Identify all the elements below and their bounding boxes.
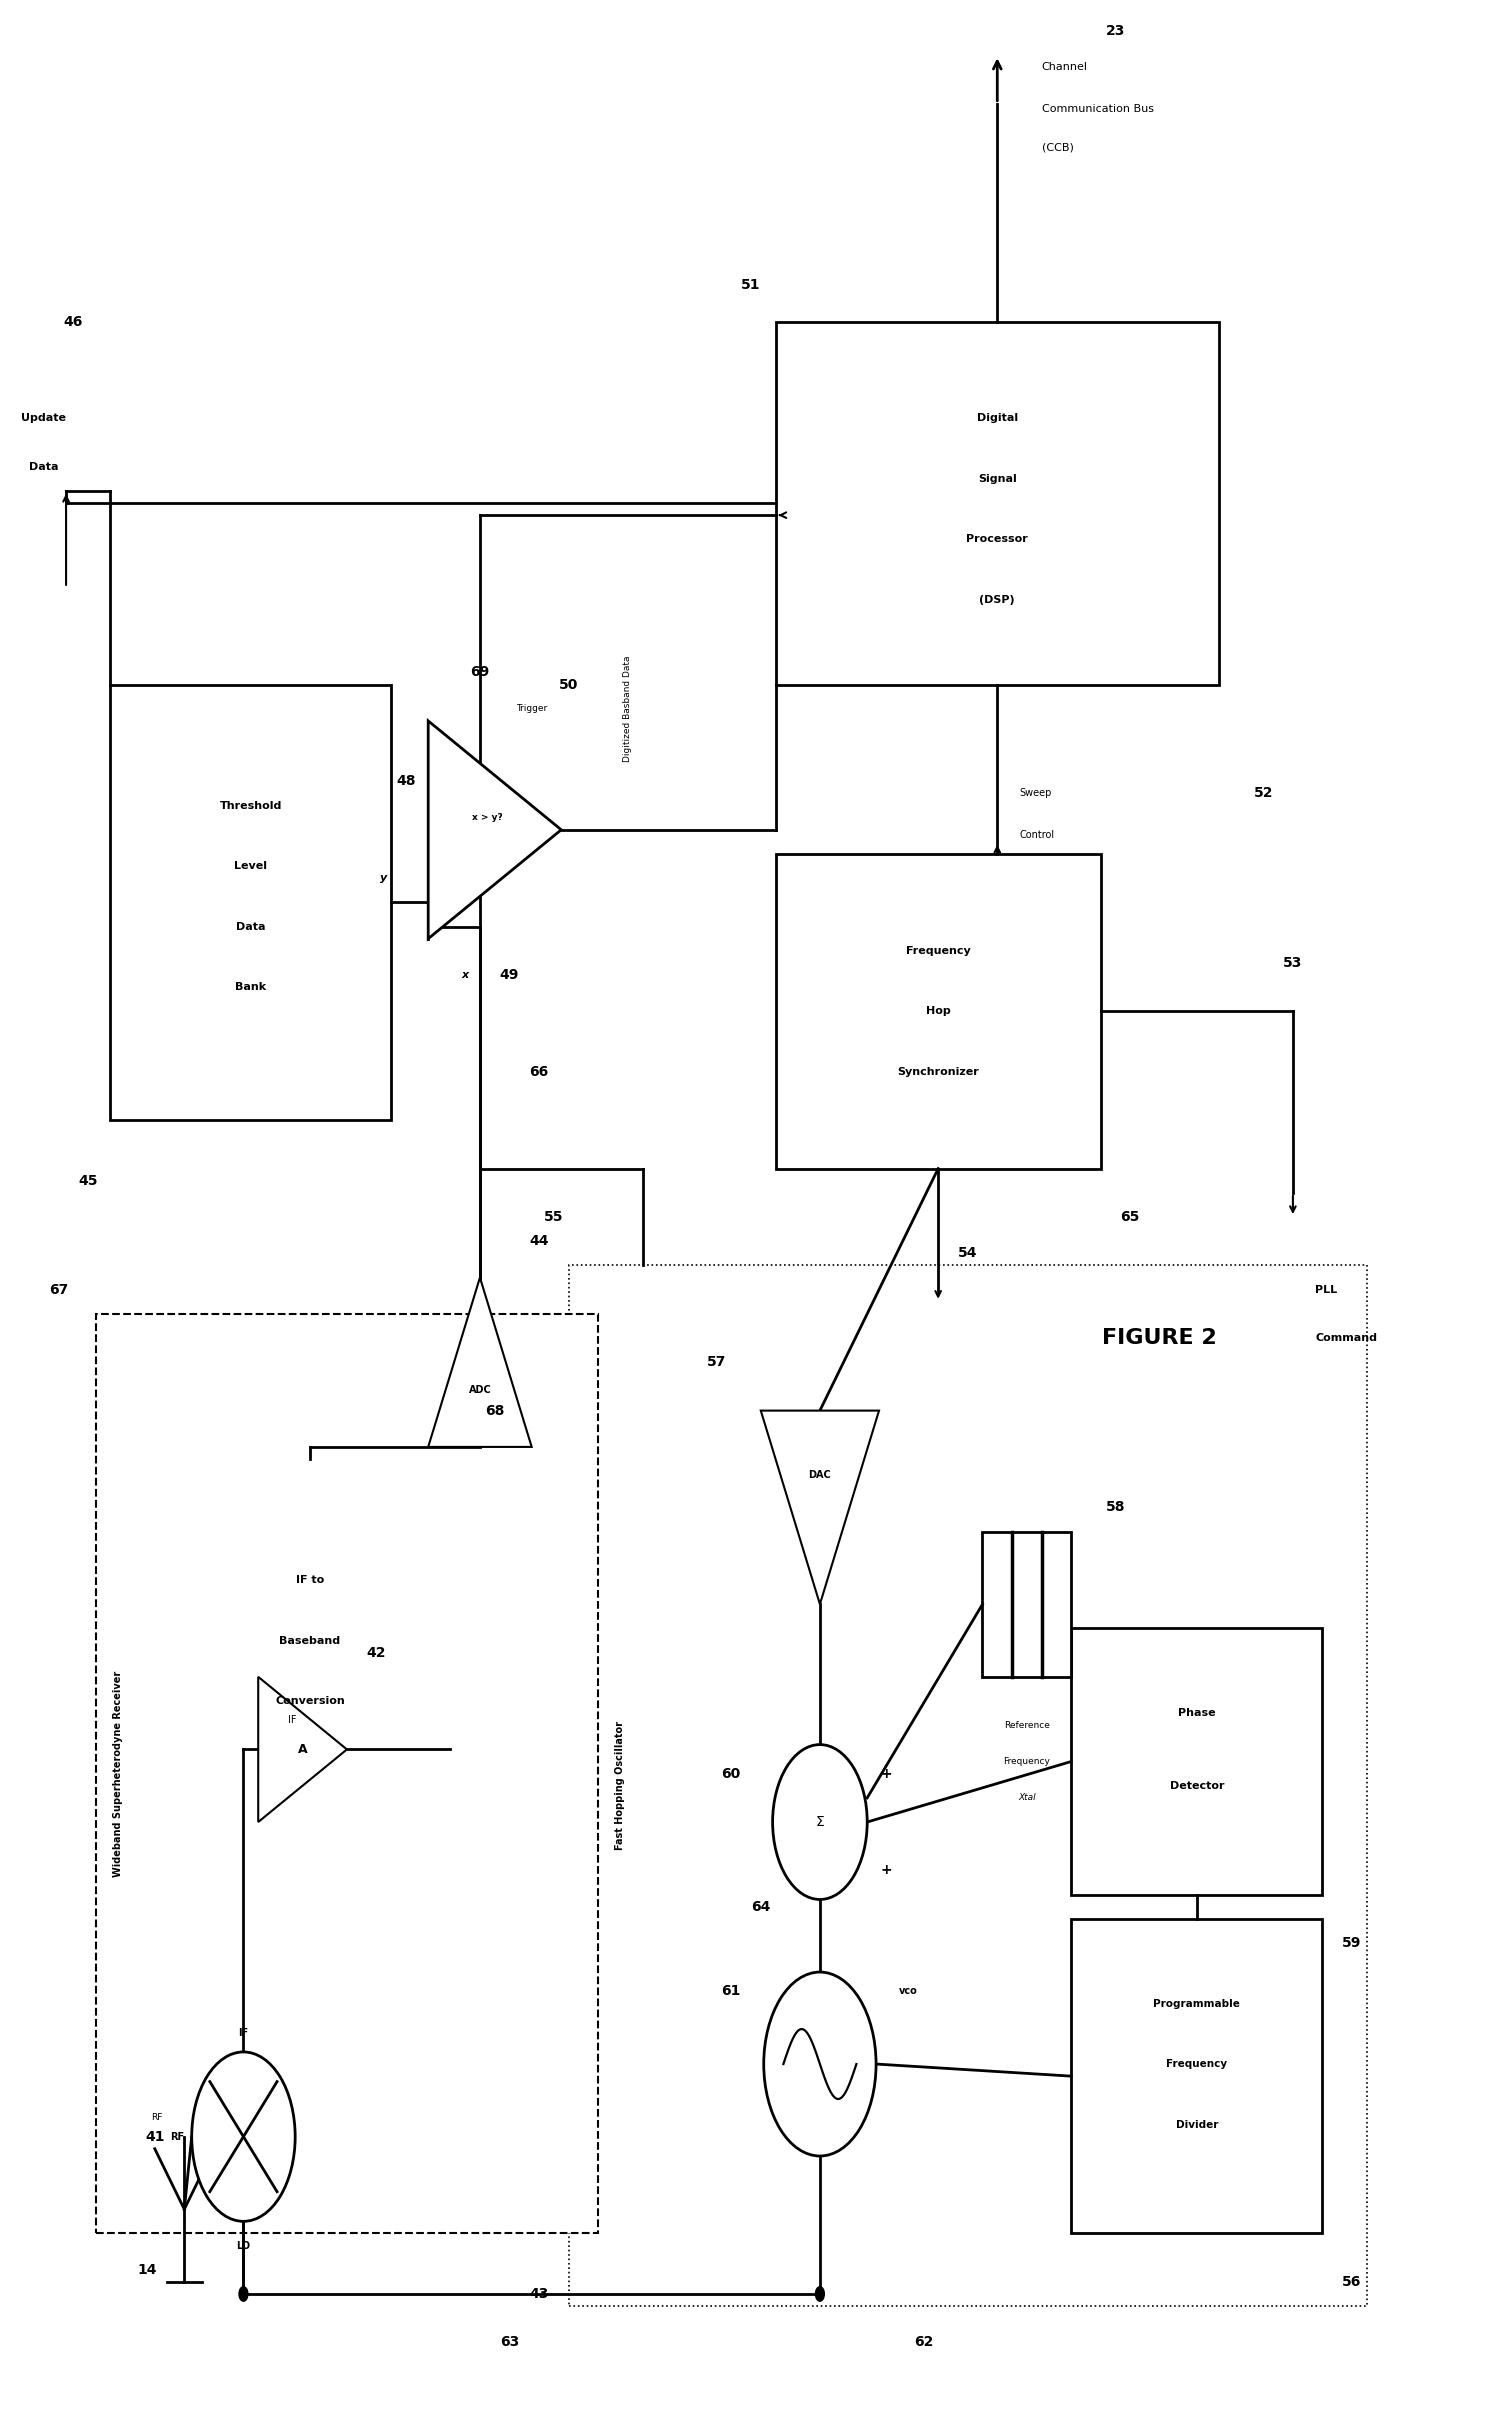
Text: vco: vco [900, 1986, 918, 1996]
Text: 50: 50 [560, 677, 579, 691]
Polygon shape [258, 1677, 348, 1823]
Text: 57: 57 [707, 1356, 727, 1370]
Bar [1071, 1918, 1322, 2234]
Circle shape [816, 2286, 825, 2300]
Circle shape [191, 2052, 295, 2222]
Text: Digital: Digital [977, 414, 1018, 424]
Text: 23: 23 [1106, 24, 1125, 39]
Circle shape [239, 2286, 248, 2300]
Text: Control: Control [1019, 830, 1055, 840]
Text: Frequency: Frequency [1004, 1757, 1050, 1767]
Text: Data: Data [30, 462, 58, 472]
Bar [776, 854, 1101, 1168]
Text: IF: IF [239, 2028, 249, 2037]
Text: Frequency: Frequency [906, 947, 970, 957]
Text: Programmable: Programmable [1153, 1998, 1240, 2008]
Text: 62: 62 [913, 2334, 932, 2349]
Circle shape [773, 1745, 867, 1899]
Text: Xtal: Xtal [1018, 1794, 1035, 1801]
Text: Signal: Signal [977, 475, 1016, 484]
Text: FIGURE 2: FIGURE 2 [1103, 1329, 1217, 1348]
Text: 41: 41 [145, 2130, 164, 2144]
Text: +: + [880, 1864, 892, 1877]
Text: Command: Command [1314, 1334, 1377, 1344]
Text: Hop: Hop [925, 1005, 950, 1017]
Polygon shape [761, 1412, 879, 1604]
Text: x > y?: x > y? [471, 813, 503, 823]
Text: A: A [298, 1743, 307, 1755]
Text: DAC: DAC [809, 1470, 831, 1480]
Text: Level: Level [234, 862, 267, 871]
Text: Digitized Basband Data: Digitized Basband Data [624, 655, 633, 762]
Text: 44: 44 [530, 1234, 549, 1249]
Text: 61: 61 [722, 1984, 742, 1998]
Text: 67: 67 [49, 1283, 69, 1297]
Text: LO: LO [236, 2242, 251, 2251]
Text: x: x [461, 971, 468, 981]
Text: 42: 42 [367, 1645, 386, 1660]
Bar [568, 1266, 1367, 2305]
Text: 43: 43 [530, 2288, 549, 2300]
Text: $\Sigma$: $\Sigma$ [815, 1816, 825, 1828]
Text: 60: 60 [722, 1767, 742, 1782]
Text: 46: 46 [64, 314, 84, 329]
Text: PLL: PLL [1314, 1285, 1337, 1295]
Bar [983, 1531, 1071, 1677]
Text: Fast Hopping Oscillator: Fast Hopping Oscillator [615, 1721, 625, 1850]
Text: 68: 68 [485, 1404, 504, 1417]
Text: y: y [380, 874, 388, 884]
Polygon shape [428, 720, 561, 940]
Text: 64: 64 [750, 1899, 770, 1913]
Bar [1071, 1628, 1322, 1894]
Circle shape [764, 1972, 876, 2157]
Text: 14: 14 [137, 2264, 157, 2276]
Text: Phase: Phase [1179, 1709, 1216, 1718]
Text: 51: 51 [742, 277, 761, 292]
Text: 53: 53 [1283, 957, 1303, 969]
Text: 54: 54 [958, 1246, 977, 1261]
Text: 63: 63 [500, 2334, 519, 2349]
Text: 45: 45 [79, 1173, 98, 1188]
Text: ADC: ADC [468, 1385, 491, 1395]
Text: Sweep: Sweep [1019, 789, 1052, 798]
Bar [110, 684, 391, 1120]
Text: IF to: IF to [295, 1575, 324, 1585]
Text: Trigger: Trigger [516, 703, 548, 713]
Text: RF: RF [170, 2132, 185, 2142]
Text: Synchronizer: Synchronizer [897, 1066, 979, 1076]
Text: 56: 56 [1343, 2276, 1362, 2288]
Text: Divider: Divider [1176, 2120, 1217, 2130]
Text: Threshold: Threshold [219, 801, 282, 811]
Text: Conversion: Conversion [275, 1696, 345, 1706]
Text: Baseband: Baseband [279, 1636, 340, 1645]
Text: Update: Update [21, 414, 67, 424]
Text: 49: 49 [500, 969, 519, 981]
Text: Data: Data [236, 922, 266, 932]
Bar [95, 1314, 598, 2234]
Text: +: + [880, 1767, 892, 1782]
Text: 66: 66 [530, 1064, 549, 1078]
Text: 59: 59 [1343, 1935, 1362, 1950]
Text: Wideband Superheterodyne Receiver: Wideband Superheterodyne Receiver [113, 1670, 122, 1877]
Bar [170, 1458, 451, 1847]
Text: Bank: Bank [236, 981, 267, 993]
Polygon shape [428, 1278, 531, 1446]
Text: (CCB): (CCB) [1041, 141, 1074, 153]
Text: 65: 65 [1120, 1210, 1140, 1224]
Text: 52: 52 [1253, 786, 1273, 801]
Text: Detector: Detector [1170, 1782, 1223, 1791]
Text: RF: RF [151, 2113, 163, 2122]
Text: 69: 69 [470, 664, 489, 679]
Text: Reference: Reference [1004, 1721, 1050, 1731]
Text: Frequency: Frequency [1167, 2059, 1228, 2069]
Text: 48: 48 [397, 774, 416, 789]
Text: Communication Bus: Communication Bus [1041, 105, 1153, 114]
Text: IF: IF [288, 1716, 297, 1726]
Text: 55: 55 [545, 1210, 564, 1224]
Bar [776, 321, 1219, 684]
Text: 58: 58 [1106, 1499, 1125, 1514]
Text: Processor: Processor [967, 535, 1028, 545]
Text: Channel: Channel [1041, 63, 1088, 73]
Text: (DSP): (DSP) [979, 594, 1015, 606]
